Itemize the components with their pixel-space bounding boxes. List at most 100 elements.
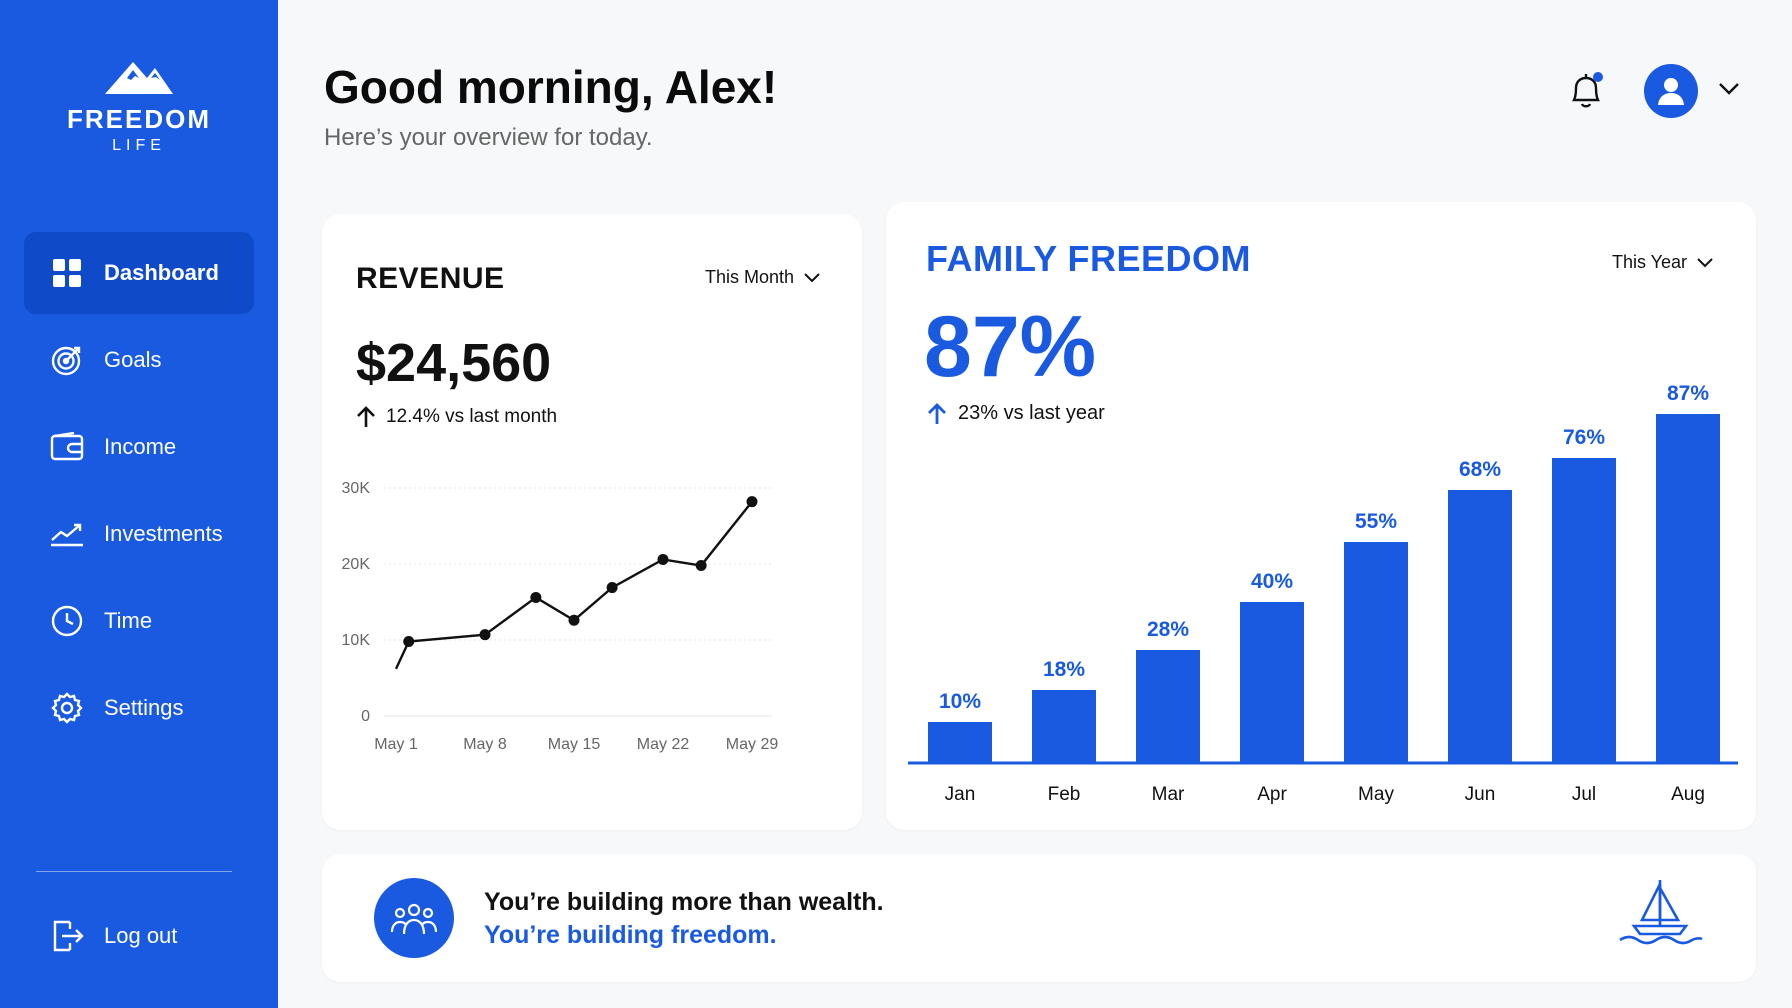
arrow-up-icon [928, 402, 946, 424]
clock-icon [50, 604, 84, 638]
brand-logo[interactable]: FREEDOM LIFE [0, 56, 278, 155]
sidebar-item-label: Goals [104, 347, 162, 372]
brand-name: FREEDOM [67, 104, 211, 134]
sidebar-item-label: Investments [104, 521, 223, 546]
bar-value-label: 68% [1459, 458, 1501, 481]
revenue-data-point [606, 582, 618, 594]
x-tick-label: May [1358, 784, 1394, 805]
sidebar-item-label: Time [104, 608, 153, 633]
revenue-title: REVENUE [356, 262, 505, 295]
wallet-icon [50, 430, 84, 464]
banner-headline: You’re building more than wealth. [484, 888, 884, 916]
sailboat-icon [1616, 876, 1704, 955]
sidebar-nav: Dashboard Goals Income Investments Time [24, 232, 254, 754]
x-tick-label: Feb [1048, 784, 1081, 805]
sidebar-item-income[interactable]: Income [24, 406, 254, 488]
banner-tagline: You’re building freedom. [484, 921, 777, 949]
bar-value-label: 76% [1563, 426, 1605, 449]
revenue-data-point [403, 636, 415, 648]
bar [1448, 490, 1512, 762]
logout-label: Log out [104, 923, 178, 948]
sidebar-item-label: Dashboard [104, 260, 219, 285]
sidebar: FREEDOM LIFE Dashboard Goals Income In [0, 0, 278, 1008]
revenue-card: REVENUE This Month $24,560 12.4% vs last… [322, 214, 862, 830]
x-tick-label: May 29 [726, 736, 779, 753]
page-subtitle: Here’s your overview for today. [324, 124, 653, 151]
revenue-change-text: 12.4% vs last month [386, 406, 558, 427]
revenue-value: $24,560 [356, 333, 552, 393]
bar [1656, 414, 1720, 762]
bar-value-label: 40% [1251, 570, 1293, 593]
target-icon [50, 343, 84, 377]
chevron-down-icon [804, 272, 820, 282]
family-freedom-card: FAMILY FREEDOM This Year 87% 23% vs last… [886, 202, 1756, 830]
y-tick-label: 20K [342, 556, 371, 573]
bar [1240, 602, 1304, 762]
sidebar-item-goals[interactable]: Goals [24, 319, 254, 401]
x-tick-label: Jul [1572, 784, 1596, 805]
logout-button[interactable]: Log out [24, 895, 254, 977]
logout-icon [50, 919, 84, 953]
revenue-data-point [568, 614, 580, 626]
x-tick-label: May 22 [637, 736, 690, 753]
user-icon [1658, 78, 1684, 105]
notifications-button[interactable] [1566, 70, 1606, 117]
x-tick-label: Apr [1257, 784, 1287, 805]
y-tick-label: 30K [342, 480, 371, 497]
bar-value-label: 55% [1355, 510, 1397, 533]
bar [1136, 650, 1200, 762]
y-tick-label: 0 [361, 708, 370, 725]
revenue-data-point [657, 553, 669, 565]
bar [1344, 542, 1408, 762]
revenue-line-chart: 0 10K 20K 30K May 1 May 8 May 15 May 22 May 29 [342, 480, 779, 753]
x-tick-label: May 8 [463, 736, 507, 753]
brand-sub: LIFE [112, 137, 166, 154]
sidebar-item-label: Settings [104, 695, 184, 720]
sidebar-item-settings[interactable]: Settings [24, 667, 254, 749]
logout-section: Log out [24, 895, 254, 982]
chevron-down-icon [1697, 257, 1713, 267]
bar-value-label: 10% [939, 690, 981, 713]
family-freedom-change-text: 23% vs last year [958, 402, 1105, 424]
trend-icon [50, 517, 84, 551]
chevron-down-icon [1719, 83, 1739, 95]
bar [1552, 458, 1616, 762]
revenue-series-line [394, 500, 753, 670]
revenue-data-point [530, 591, 542, 603]
family-freedom-value: 87% [924, 299, 1097, 395]
family-icon [374, 878, 454, 958]
x-tick-label: May 15 [548, 736, 601, 753]
revenue-data-point [746, 496, 758, 508]
sidebar-item-time[interactable]: Time [24, 580, 254, 662]
family-freedom-bar-chart: 10% Jan 18% Feb 28% Mar 40% Apr 55% May 68% Jun 76% J… [908, 382, 1738, 805]
revenue-change: 12.4% vs last month [356, 406, 557, 428]
sidebar-item-label: Income [104, 434, 177, 459]
family-freedom-change: 23% vs last year [926, 402, 1105, 425]
bar [928, 722, 992, 762]
x-tick-label: May 1 [374, 736, 418, 753]
x-tick-label: Jan [945, 784, 976, 805]
dashboard-icon [50, 256, 84, 290]
account-menu-button[interactable] [1718, 82, 1740, 101]
bar [1032, 690, 1096, 762]
sidebar-item-investments[interactable]: Investments [24, 493, 254, 575]
avatar[interactable] [1644, 64, 1698, 118]
motivation-banner: You’re building more than wealth. You’re… [322, 854, 1756, 982]
revenue-period-dropdown[interactable]: This Month [705, 267, 820, 288]
x-tick-label: Aug [1671, 784, 1705, 805]
freedom-period-dropdown[interactable]: This Year [1612, 252, 1713, 273]
bar-value-label: 87% [1667, 382, 1709, 405]
x-tick-label: Jun [1465, 784, 1496, 805]
family-freedom-title: FAMILY FREEDOM [926, 238, 1252, 279]
y-tick-label: 10K [342, 632, 371, 649]
bar-value-label: 28% [1147, 618, 1189, 641]
x-tick-label: Mar [1152, 784, 1185, 805]
revenue-data-point [695, 560, 707, 572]
sidebar-item-dashboard[interactable]: Dashboard [24, 232, 254, 314]
gear-icon [50, 691, 84, 725]
page-title: Good morning, Alex! [324, 61, 778, 113]
bar-value-label: 18% [1043, 658, 1085, 681]
sidebar-divider [36, 871, 232, 872]
mountain-logo-icon [105, 62, 173, 94]
revenue-period-label: This Month [705, 267, 795, 287]
